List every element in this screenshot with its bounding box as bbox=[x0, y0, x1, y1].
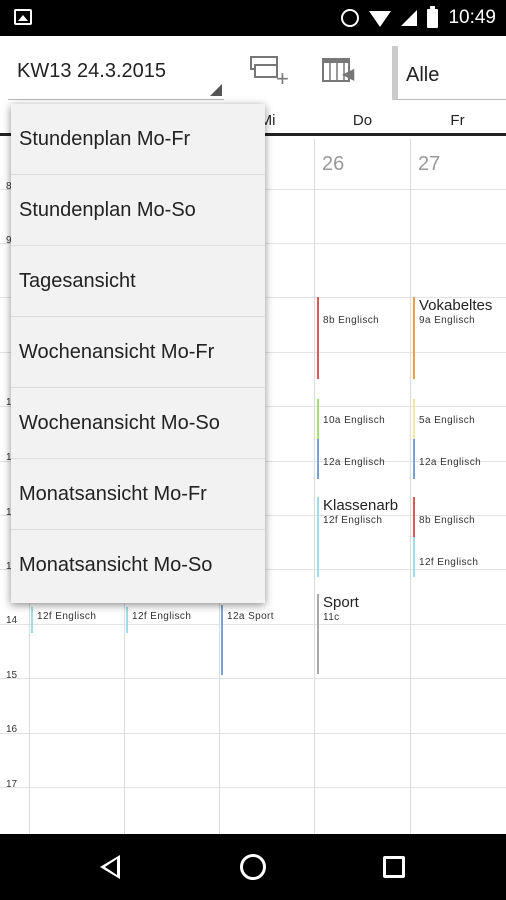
lesson-class-subject: 12f Englisch bbox=[132, 611, 192, 622]
add-lesson-icon-front bbox=[254, 64, 278, 78]
lesson-entry[interactable]: 8b Englisch bbox=[413, 497, 475, 537]
menu-item-label: Stundenplan Mo-So bbox=[19, 199, 196, 221]
lesson-entry[interactable]: 12a Englisch bbox=[413, 439, 481, 479]
lesson-entry[interactable]: 12a Englisch bbox=[317, 439, 385, 479]
menu-item-label: Stundenplan Mo-Fr bbox=[19, 128, 191, 150]
hour-label: 16 bbox=[6, 724, 18, 735]
home-icon[interactable] bbox=[240, 854, 266, 880]
navigation-bar bbox=[0, 834, 506, 900]
lesson-class-subject: 8b Englisch bbox=[323, 315, 380, 326]
hour-label: 8 bbox=[6, 181, 12, 192]
week-spinner-label: KW13 24.3.2015 bbox=[17, 60, 166, 82]
day-header-fr: Fr bbox=[450, 112, 465, 129]
lesson-class-subject: 10a Englisch bbox=[323, 415, 386, 426]
lesson-class-subject: 8b Englisch bbox=[419, 515, 476, 526]
hour-label: 17 bbox=[6, 779, 18, 790]
status-time: 10:49 bbox=[448, 7, 496, 28]
hour-label: 9 bbox=[6, 235, 12, 246]
lesson-entry[interactable]: 12f Englisch bbox=[413, 537, 478, 577]
lesson-class-subject: 9a Englisch bbox=[419, 315, 476, 326]
lesson-entry[interactable]: 12f Englisch bbox=[126, 607, 191, 633]
lesson-class-subject: 12f Englisch bbox=[37, 611, 97, 622]
menu-item-label: Wochenansicht Mo-So bbox=[19, 412, 220, 434]
spinner-arrow-icon bbox=[210, 84, 222, 96]
lesson-class-subject: 11c bbox=[323, 612, 340, 623]
signal-icon bbox=[401, 10, 418, 26]
lesson-entry[interactable]: 5a Englisch bbox=[413, 399, 475, 439]
add-lesson-button[interactable]: + bbox=[248, 52, 294, 92]
hour-line bbox=[0, 787, 506, 788]
wifi-icon bbox=[369, 11, 392, 27]
menu-item-monatsansicht-mo-fr[interactable]: Monatsansicht Mo-Fr bbox=[11, 459, 265, 530]
status-bar: 10:49 bbox=[0, 0, 506, 36]
day-header-do: Do bbox=[352, 112, 373, 129]
lesson-class-subject: 12f Englisch bbox=[323, 515, 383, 526]
lesson-class-subject: 5a Englisch bbox=[419, 415, 476, 426]
hour-line bbox=[0, 624, 506, 625]
lesson-entry[interactable]: 10a Englisch bbox=[317, 399, 385, 439]
lesson-class-subject: 12f Englisch bbox=[419, 557, 479, 568]
menu-item-label: Wochenansicht Mo-Fr bbox=[19, 341, 215, 363]
menu-item-label: Monatsansicht Mo-Fr bbox=[19, 483, 207, 505]
menu-item-wochenansicht-mo-fr[interactable]: Wochenansicht Mo-Fr bbox=[11, 317, 265, 388]
lesson-entry[interactable]: Klassenarb 12f Englisch bbox=[317, 497, 398, 577]
calendar-icon bbox=[322, 58, 350, 82]
menu-item-label: Tagesansicht bbox=[19, 270, 136, 292]
lesson-entry[interactable]: Sport 11c bbox=[317, 594, 359, 674]
menu-item-wochenansicht-mo-so[interactable]: Wochenansicht Mo-So bbox=[11, 388, 265, 459]
recent-apps-icon[interactable] bbox=[383, 856, 405, 878]
arrow-left-icon: ◀ bbox=[342, 66, 355, 83]
lesson-entry[interactable]: Vokabeltes 9a Englisch bbox=[413, 297, 492, 379]
lesson-class-subject: 12a Englisch bbox=[323, 457, 386, 468]
filter-spinner-label: Alle bbox=[406, 64, 440, 86]
lesson-entry[interactable]: 12f Englisch bbox=[31, 607, 96, 633]
day-column-divider bbox=[410, 139, 411, 834]
date-number-do: 26 bbox=[322, 153, 345, 175]
hour-line bbox=[0, 733, 506, 734]
lesson-entry[interactable]: 8b Englisch bbox=[317, 297, 379, 379]
lesson-class-subject: 12a Englisch bbox=[419, 457, 482, 468]
lesson-title: Klassenarb bbox=[323, 497, 399, 514]
plus-icon: + bbox=[276, 66, 289, 91]
view-mode-dropdown: Stundenplan Mo-Fr Stundenplan Mo-So Tage… bbox=[11, 104, 265, 603]
alarm-icon bbox=[341, 9, 360, 27]
toolbar: KW13 24.3.2015 + ◀ Alle bbox=[0, 36, 506, 106]
menu-item-tagesansicht[interactable]: Tagesansicht bbox=[11, 246, 265, 317]
battery-icon bbox=[427, 5, 439, 28]
filter-spinner[interactable]: Alle bbox=[392, 46, 506, 100]
hour-line bbox=[0, 678, 506, 679]
week-spinner[interactable]: KW13 24.3.2015 bbox=[8, 48, 224, 100]
date-number-fr: 27 bbox=[418, 153, 441, 175]
lesson-title: Sport bbox=[323, 594, 359, 611]
day-column-divider bbox=[314, 139, 315, 834]
lesson-title: Vokabeltes bbox=[419, 297, 493, 314]
lesson-entry[interactable]: 12a Sport bbox=[221, 605, 274, 675]
menu-item-monatsansicht-mo-so[interactable]: Monatsansicht Mo-So bbox=[11, 530, 265, 601]
image-notification-icon bbox=[14, 9, 32, 25]
menu-item-label: Monatsansicht Mo-So bbox=[19, 554, 213, 576]
calendar-button[interactable]: ◀ bbox=[318, 52, 364, 92]
menu-item-stundenplan-mo-so[interactable]: Stundenplan Mo-So bbox=[11, 175, 265, 246]
back-icon[interactable] bbox=[100, 855, 120, 879]
menu-item-stundenplan-mo-fr[interactable]: Stundenplan Mo-Fr bbox=[11, 104, 265, 175]
hour-label: 14 bbox=[6, 615, 18, 626]
hour-label: 15 bbox=[6, 670, 18, 681]
lesson-class-subject: 12a Sport bbox=[227, 611, 274, 622]
